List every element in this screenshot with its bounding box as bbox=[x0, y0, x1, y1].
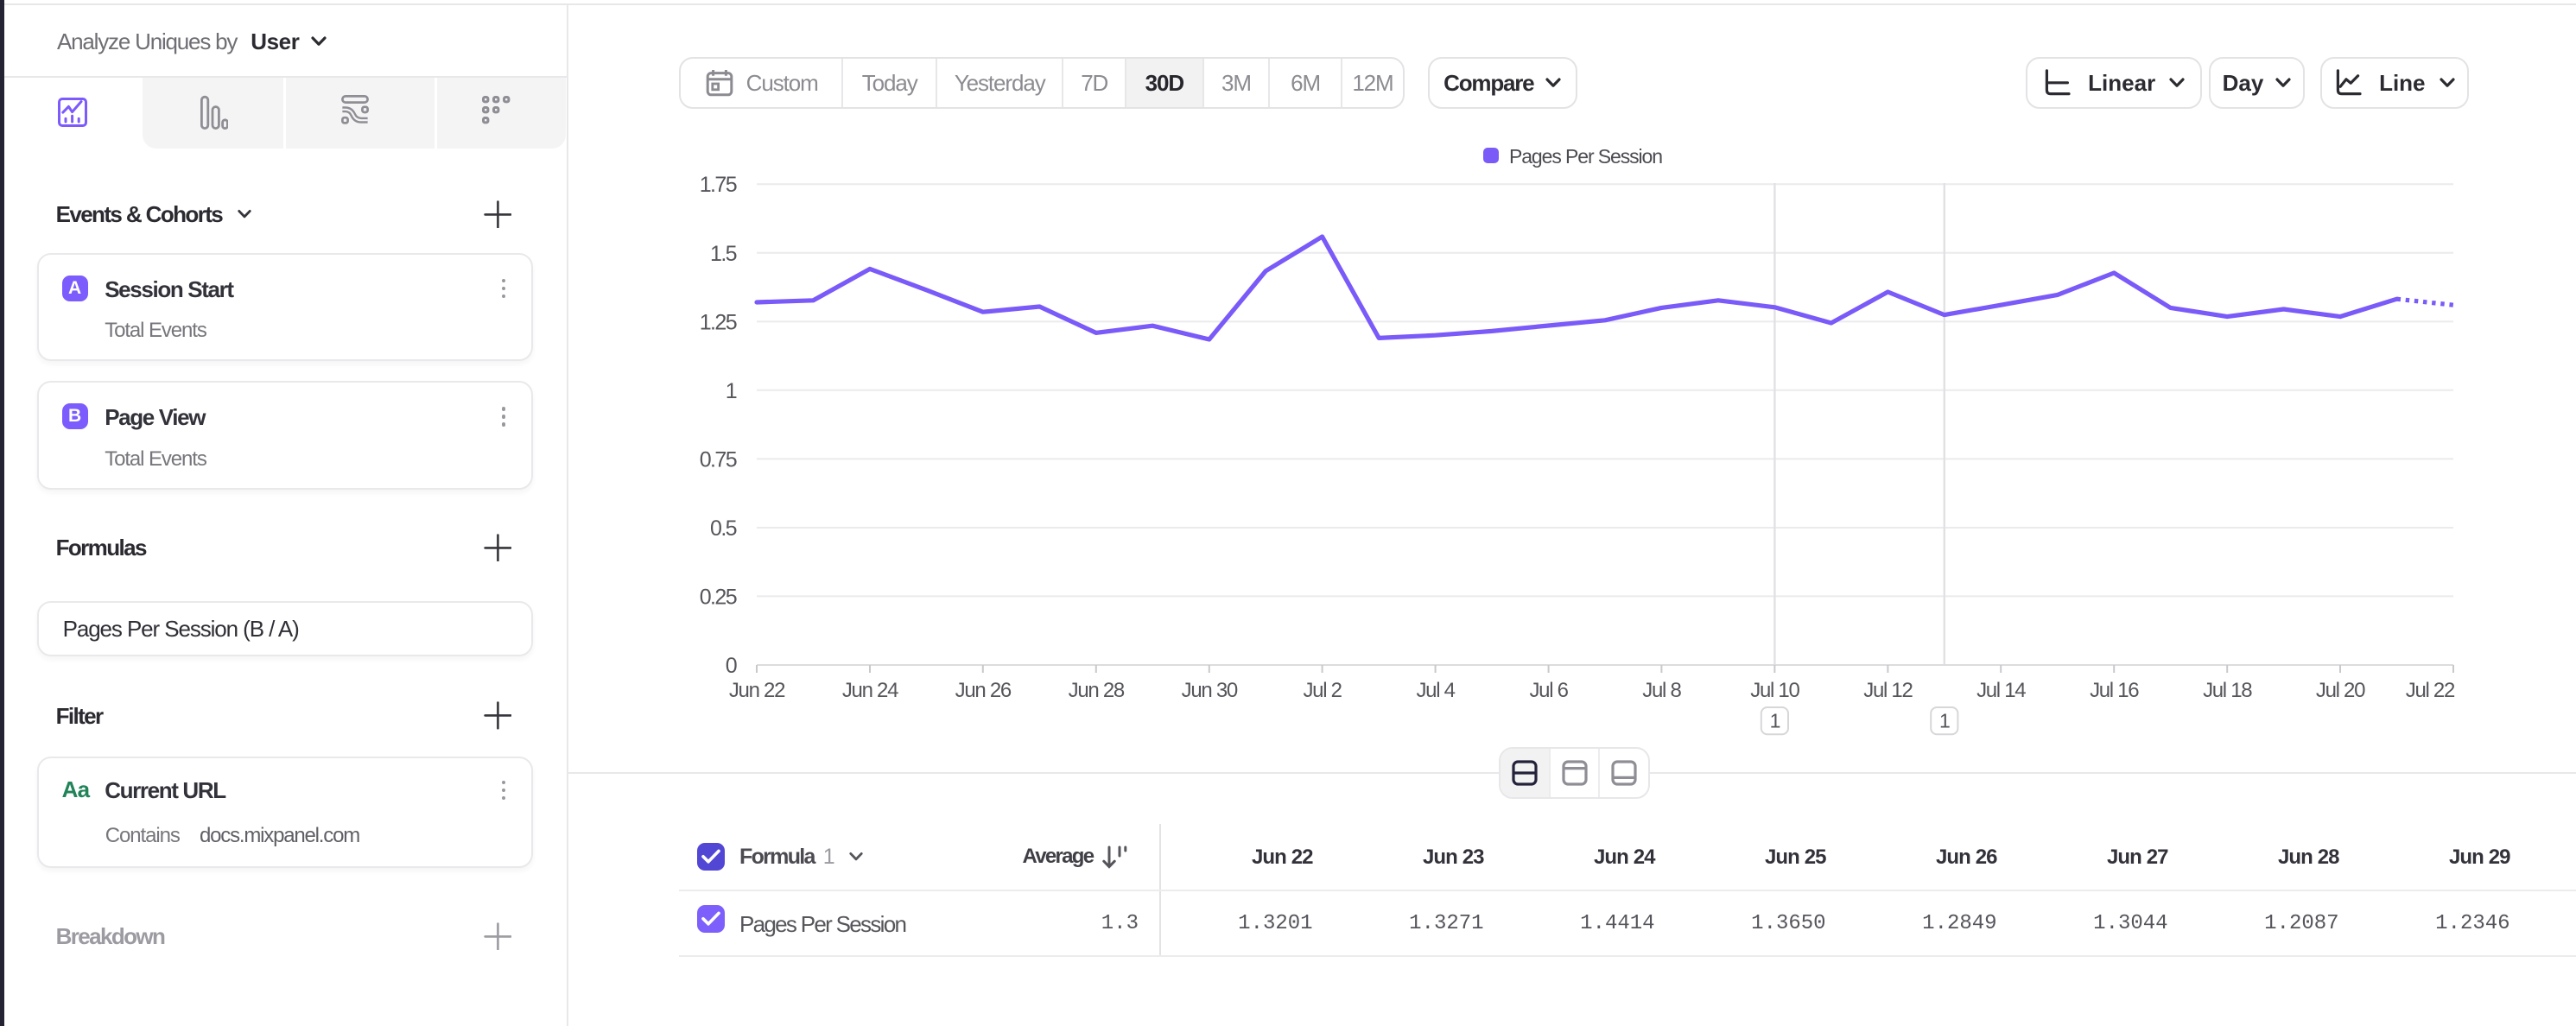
svg-text:Jul 18: Jul 18 bbox=[2203, 679, 2252, 702]
svg-text:1.5: 1.5 bbox=[710, 242, 737, 266]
svg-text:Jun 28: Jun 28 bbox=[1069, 679, 1125, 702]
svg-text:1.25: 1.25 bbox=[700, 310, 737, 334]
svg-text:1.75: 1.75 bbox=[700, 173, 737, 197]
svg-text:1: 1 bbox=[1770, 710, 1780, 732]
svg-text:1: 1 bbox=[1939, 710, 1950, 732]
svg-text:0: 0 bbox=[726, 654, 737, 678]
svg-text:0.5: 0.5 bbox=[710, 516, 737, 541]
svg-text:0.75: 0.75 bbox=[700, 447, 737, 472]
svg-text:Jun 24: Jun 24 bbox=[842, 679, 898, 702]
svg-text:Jul 6: Jul 6 bbox=[1529, 679, 1568, 702]
svg-text:Jul 10: Jul 10 bbox=[1750, 679, 1799, 702]
svg-text:Jul 12: Jul 12 bbox=[1863, 679, 1913, 702]
svg-text:Jul 20: Jul 20 bbox=[2316, 679, 2365, 702]
svg-text:Jul 14: Jul 14 bbox=[1976, 679, 2026, 702]
svg-text:Jul 22: Jul 22 bbox=[2406, 679, 2455, 702]
svg-text:Jun 26: Jun 26 bbox=[955, 679, 1012, 702]
svg-text:1: 1 bbox=[726, 379, 737, 403]
svg-text:0.25: 0.25 bbox=[700, 585, 737, 609]
svg-text:Jul 8: Jul 8 bbox=[1642, 679, 1681, 702]
svg-text:Jul 16: Jul 16 bbox=[2090, 679, 2139, 702]
svg-text:Jul 4: Jul 4 bbox=[1416, 679, 1455, 702]
svg-text:Jul 2: Jul 2 bbox=[1303, 679, 1342, 702]
svg-text:Jun 30: Jun 30 bbox=[1182, 679, 1238, 702]
svg-text:Jun 22: Jun 22 bbox=[729, 679, 785, 702]
